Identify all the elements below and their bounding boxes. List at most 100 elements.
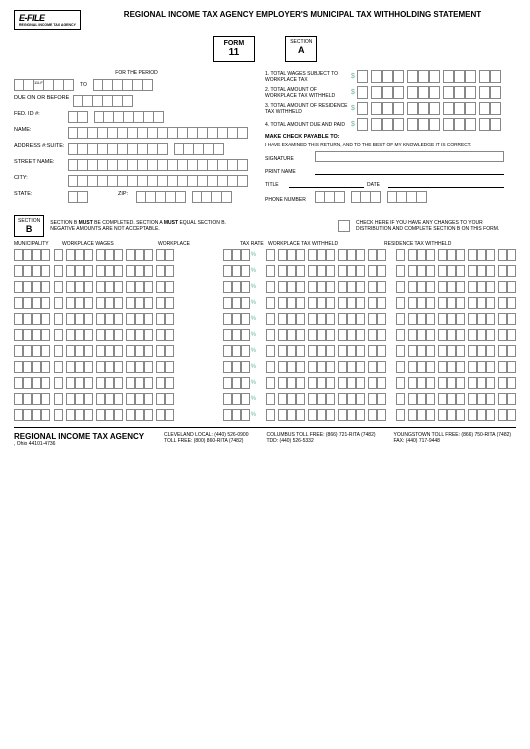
wages-cells[interactable] — [54, 345, 174, 357]
name-label: NAME: — [14, 127, 64, 133]
muni-cells[interactable] — [14, 345, 50, 357]
city-cells[interactable] — [68, 175, 248, 187]
rate-cells[interactable]: % — [223, 265, 256, 277]
wages-cells[interactable] — [54, 329, 174, 341]
rtax-cells[interactable] — [396, 329, 516, 341]
payable-label: MAKE CHECK PAYABLE TO: — [265, 134, 504, 140]
due-cells[interactable] — [73, 95, 133, 107]
fed-cells[interactable] — [68, 111, 88, 123]
total3-cells[interactable] — [357, 102, 501, 115]
wtax-cells[interactable] — [266, 313, 386, 325]
muni-cells[interactable] — [14, 361, 50, 373]
muni-cells[interactable] — [14, 393, 50, 405]
rtax-cells[interactable] — [396, 297, 516, 309]
due-label: DUE ON OR BEFORE — [14, 95, 69, 101]
wages-cells[interactable] — [54, 265, 174, 277]
name-cells[interactable] — [68, 127, 248, 139]
wtax-cells[interactable] — [266, 409, 386, 421]
section-letter: A — [298, 45, 305, 55]
wtax-cells[interactable] — [266, 345, 386, 357]
wages-cells[interactable] — [54, 297, 174, 309]
wtax-cells[interactable] — [266, 265, 386, 277]
wtax-cells[interactable] — [266, 281, 386, 293]
rtax-cells[interactable] — [396, 361, 516, 373]
addr-label: ADDRESS #:SUITE: — [14, 143, 64, 149]
total4-label: 4. TOTAL AMOUNT DUE AND PAID — [265, 122, 349, 128]
wtax-cells[interactable] — [266, 361, 386, 373]
rtax-cells[interactable] — [396, 281, 516, 293]
rtax-cells[interactable] — [396, 313, 516, 325]
rtax-cells[interactable] — [396, 409, 516, 421]
rate-cells[interactable]: % — [223, 345, 256, 357]
grid-row: % — [14, 409, 516, 421]
wages-cells[interactable] — [54, 361, 174, 373]
muni-cells[interactable] — [14, 329, 50, 341]
muni-cells[interactable] — [14, 281, 50, 293]
muni-cells[interactable] — [14, 249, 50, 261]
street-cells[interactable] — [68, 159, 248, 171]
total1-cells[interactable] — [357, 70, 501, 83]
phone-cells[interactable] — [315, 191, 345, 203]
footer: REGIONAL INCOME TAX AGENCY , Ohio 44101-… — [14, 427, 516, 447]
muni-cells[interactable] — [14, 377, 50, 389]
rtax-cells[interactable] — [396, 345, 516, 357]
grid-row: % — [14, 329, 516, 341]
print-label: PRINT NAME — [265, 169, 315, 175]
grid-row: % — [14, 393, 516, 405]
zip-cells[interactable] — [136, 191, 186, 203]
wages-cells[interactable] — [54, 393, 174, 405]
total4-cells[interactable] — [357, 118, 501, 131]
grid-row: % — [14, 249, 516, 261]
rate-cells[interactable]: % — [223, 409, 256, 421]
signature-field[interactable] — [315, 151, 504, 162]
wtax-cells[interactable] — [266, 329, 386, 341]
wages-cells[interactable] — [54, 409, 174, 421]
title-field[interactable] — [289, 178, 364, 188]
rtax-cells[interactable] — [396, 265, 516, 277]
grid-row: % — [14, 281, 516, 293]
grid-header: MUNICIPALITY WORKPLACE WAGES WORKPLACE T… — [14, 241, 516, 247]
muni-cells[interactable] — [14, 409, 50, 421]
rate-cells[interactable]: % — [223, 281, 256, 293]
muni-cells[interactable] — [14, 265, 50, 277]
check-note: CHECK HERE IF YOU HAVE ANY CHANGES TO YO… — [356, 220, 516, 232]
print-field[interactable] — [315, 165, 504, 175]
wtax-cells[interactable] — [266, 393, 386, 405]
rate-cells[interactable]: % — [223, 313, 256, 325]
rate-cells[interactable]: % — [223, 377, 256, 389]
muni-cells[interactable] — [14, 297, 50, 309]
wages-cells[interactable] — [54, 249, 174, 261]
street-label: STREET NAME: — [14, 159, 64, 165]
period-from-cells[interactable]: 11LF05A — [14, 79, 74, 91]
state-cells[interactable] — [68, 191, 88, 203]
total2-cells[interactable] — [357, 86, 501, 99]
wages-cells[interactable] — [54, 377, 174, 389]
rtax-cells[interactable] — [396, 249, 516, 261]
total1-label: 1. TOTAL WAGES SUBJECT TO WORKPLACE TAX — [265, 71, 349, 83]
date-field[interactable] — [388, 178, 504, 188]
wtax-cells[interactable] — [266, 297, 386, 309]
wages-cells[interactable] — [54, 313, 174, 325]
rate-cells[interactable]: % — [223, 393, 256, 405]
grid-row: % — [14, 265, 516, 277]
wtax-cells[interactable] — [266, 249, 386, 261]
rate-cells[interactable]: % — [223, 329, 256, 341]
date-label: DATE — [367, 182, 385, 188]
cert-text: I HAVE EXAMINED THIS RETURN, AND TO THE … — [265, 143, 504, 148]
section-b-box: SECTION B — [14, 215, 44, 237]
logo-subtext: REGIONAL INCOME TAX AGENCY — [19, 23, 76, 27]
wages-cells[interactable] — [54, 281, 174, 293]
period-to-cells[interactable] — [93, 79, 153, 91]
rate-cells[interactable]: % — [223, 361, 256, 373]
wtax-cells[interactable] — [266, 377, 386, 389]
muni-cells[interactable] — [14, 313, 50, 325]
section-a-box: SECTION A — [285, 36, 317, 62]
zip-label: ZIP: — [118, 191, 132, 197]
rtax-cells[interactable] — [396, 377, 516, 389]
period-label: FOR THE PERIOD — [14, 70, 259, 76]
rate-cells[interactable]: % — [223, 249, 256, 261]
rtax-cells[interactable] — [396, 393, 516, 405]
rate-cells[interactable]: % — [223, 297, 256, 309]
addr-cells[interactable] — [68, 143, 168, 155]
changes-checkbox[interactable] — [338, 220, 350, 232]
